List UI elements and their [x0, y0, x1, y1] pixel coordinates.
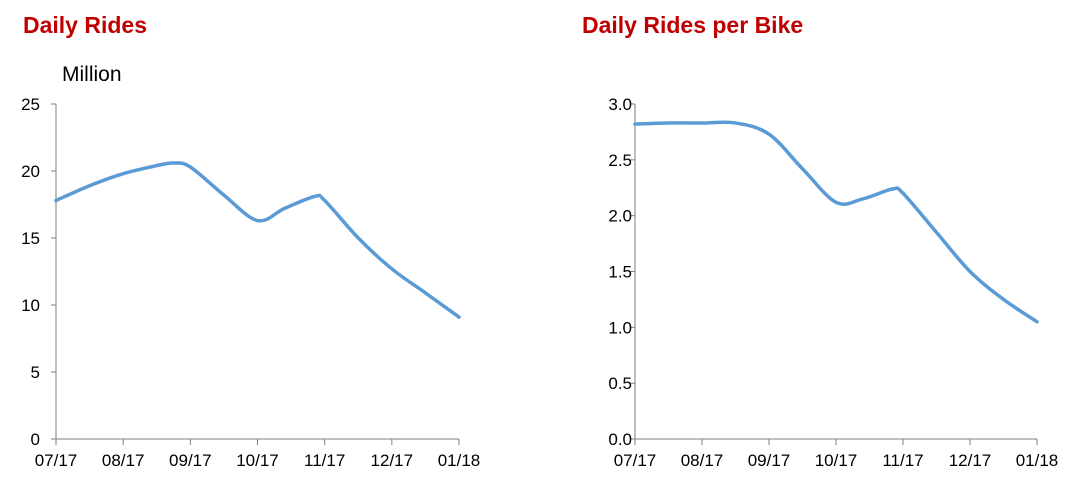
y-tick-label: 2.5 — [608, 151, 632, 170]
daily-rides-plot: 0 5 10 15 20 25 07/17 08/17 09/17 10/17 11/17 12/17… — [21, 95, 481, 470]
x-tick-label: 10/17 — [815, 451, 858, 470]
y-tick-label: 1.5 — [608, 263, 632, 282]
y-tick-label: 3.0 — [608, 95, 632, 114]
y-tick-label: 2.0 — [608, 207, 632, 226]
daily-rides-chart: Daily Rides Million 0 5 10 15 20 25 07/17 08/17… — [21, 12, 481, 470]
x-tick-label: 12/17 — [371, 451, 414, 470]
x-tick-label: 12/17 — [949, 451, 992, 470]
x-tick-label: 07/17 — [35, 451, 78, 470]
chart-title: Daily Rides per Bike — [582, 12, 804, 38]
y-unit-label: Million — [62, 63, 122, 86]
y-tick-label: 10 — [21, 296, 40, 315]
daily-rides-per-bike-plot: 0.0 0.5 1.0 1.5 2.0 2.5 3.0 07/17 08/17 09/17 10/1… — [608, 95, 1059, 470]
y-tick-label: 15 — [21, 229, 40, 248]
x-tick-label: 11/17 — [304, 451, 345, 470]
y-tick-label: 25 — [21, 95, 40, 114]
x-tick-label: 08/17 — [681, 451, 724, 470]
y-tick-label: 20 — [21, 162, 40, 181]
y-tick-label: 0.0 — [608, 430, 632, 449]
chart-title: Daily Rides — [23, 12, 147, 38]
x-tick-label: 11/17 — [882, 451, 923, 470]
x-tick-label: 09/17 — [169, 451, 212, 470]
x-tick-label: 09/17 — [748, 451, 791, 470]
daily-rides-per-bike-chart: Daily Rides per Bike 0.0 0.5 1.0 1.5 2.0 2.5 3… — [540, 0, 1080, 489]
x-tick-label: 01/18 — [1016, 451, 1059, 470]
y-tick-label: 1.0 — [608, 318, 632, 337]
y-tick-label: 5 — [31, 363, 40, 382]
x-tick-label: 01/18 — [438, 451, 481, 470]
series-line — [54, 161, 461, 319]
x-tick-label: 08/17 — [102, 451, 145, 470]
y-tick-label: 0 — [31, 430, 40, 449]
x-tick-label: 10/17 — [236, 451, 279, 470]
y-tick-label: 0.5 — [608, 374, 632, 393]
x-tick-label: 07/17 — [614, 451, 657, 470]
series-line — [633, 120, 1039, 324]
